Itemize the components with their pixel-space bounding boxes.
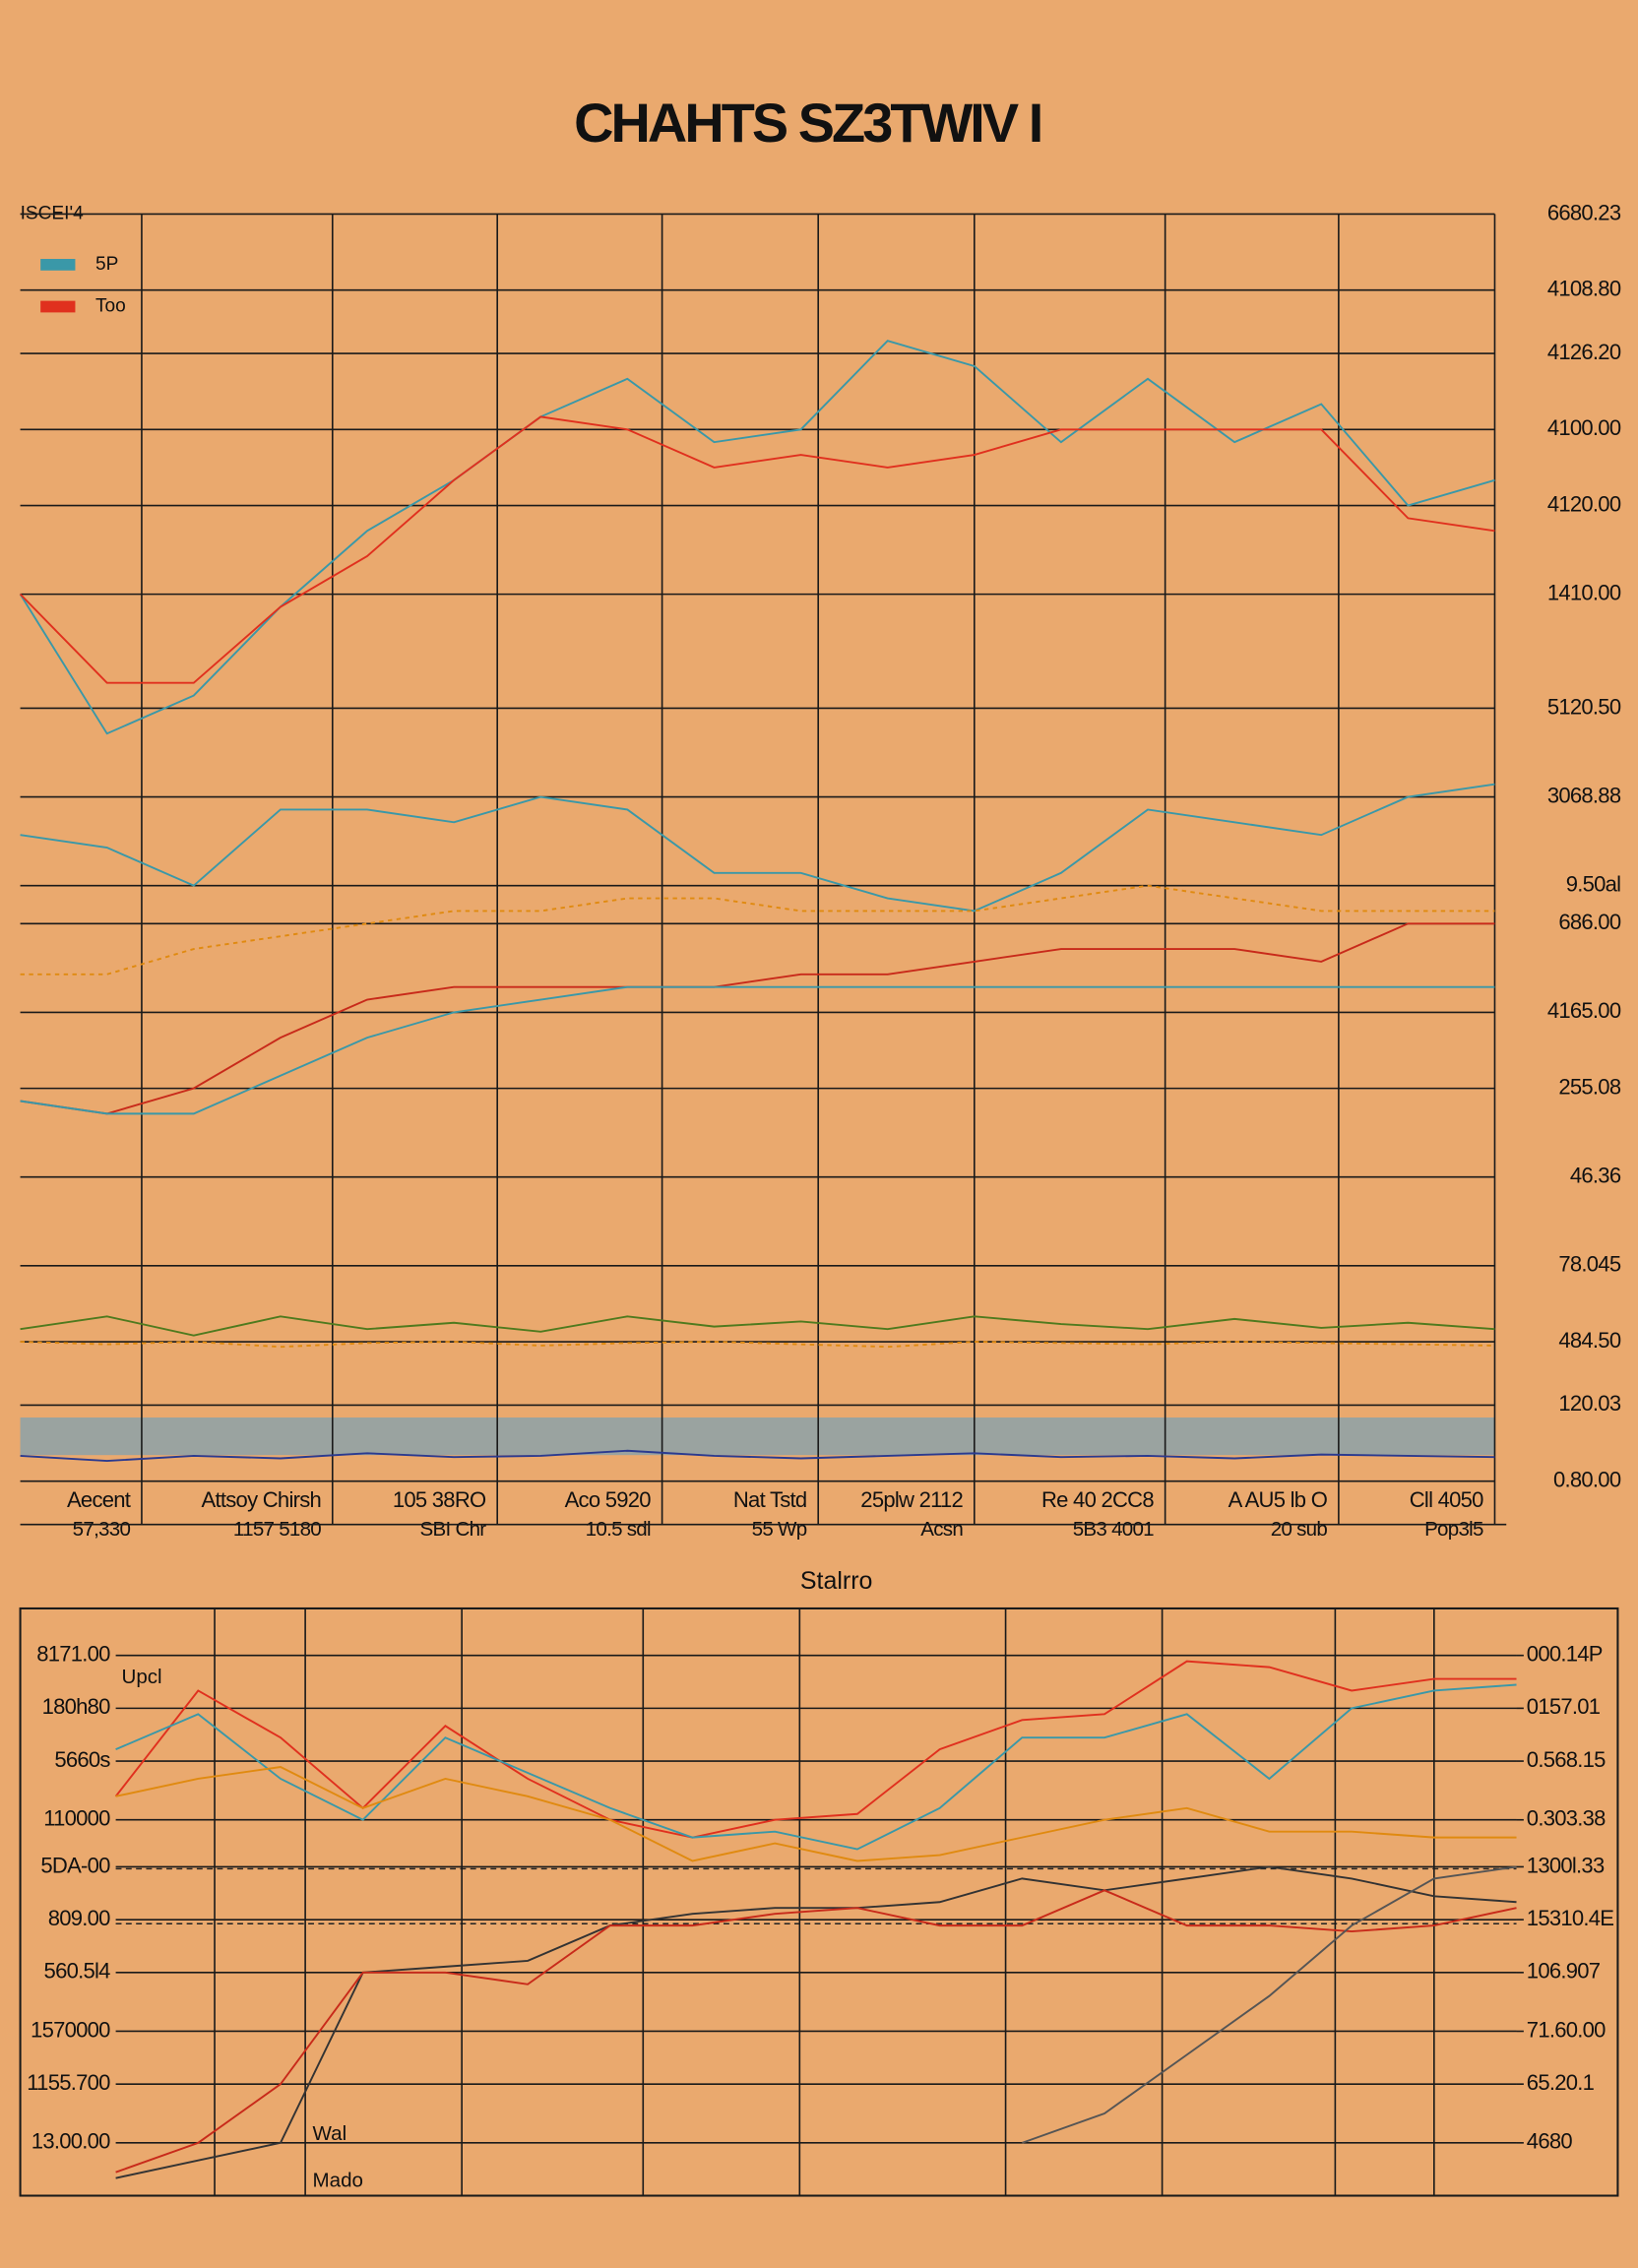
y2-tick-label: 106.907	[1527, 1959, 1601, 1984]
y-tick-label: 5DA-00	[40, 1853, 110, 1877]
y-tick-label: 110000	[43, 1806, 110, 1831]
y2-tick-label: 0.303.38	[1527, 1806, 1606, 1831]
x-tick-sublabel: Pop3l5	[1424, 1518, 1483, 1541]
x-tick-sublabel: SBI Chr	[420, 1518, 487, 1541]
y-tick-label: 8171.00	[36, 1642, 110, 1667]
y-tick-label: 6680.23	[1547, 200, 1621, 224]
y2-tick-label: 0.568.15	[1527, 1747, 1606, 1772]
y2-tick-label: 65.20.1	[1527, 2070, 1595, 2095]
x-tick-sublabel: Acsn	[920, 1518, 963, 1541]
x-tick-label: Attsoy Chirsh	[202, 1487, 321, 1512]
y-tick-label: 120.03	[1558, 1391, 1620, 1416]
legend-label: Too	[95, 296, 126, 317]
chart-title: Stalrro	[800, 1567, 873, 1595]
series-line	[20, 1315, 1495, 1337]
series-line	[1021, 1865, 1517, 2144]
y-tick-label: 1155.700	[27, 2070, 110, 2095]
panel-frame	[19, 1606, 1619, 2197]
x-tick-sublabel: 20 sub	[1271, 1518, 1328, 1541]
x-tick-sublabel: 55 Wp	[752, 1518, 807, 1541]
x-tick-label: A AU5 lb O	[1228, 1487, 1328, 1512]
x-tick-sublabel: 5B3 4001	[1073, 1518, 1154, 1541]
annotation: Mado	[313, 2169, 363, 2191]
y-tick-label: 560.5l4	[44, 1959, 111, 1984]
y-tick-label: 1410.00	[1547, 580, 1621, 604]
x-tick-label: Nat Tstd	[733, 1487, 807, 1512]
legend-swatch	[40, 259, 76, 271]
y2-tick-label: 1300l.33	[1527, 1853, 1605, 1877]
y-tick-label: 809.00	[48, 1906, 110, 1930]
y-tick-label: 0.80.00	[1553, 1467, 1621, 1491]
series-line	[20, 985, 1495, 1115]
annotation: Upcl	[121, 1666, 161, 1688]
x-tick-label: 25plw 2112	[860, 1487, 963, 1512]
y2-tick-label: 0157.01	[1527, 1694, 1601, 1719]
y-tick-label: 686.00	[1558, 910, 1620, 934]
series-line	[19, 415, 1495, 684]
x-tick-label: 105 38RO	[393, 1487, 486, 1512]
y2-tick-label: 4680	[1527, 2129, 1573, 2154]
x-tick-label: Re 40 2CC8	[1041, 1487, 1154, 1512]
y-tick-label: 5120.50	[1547, 694, 1621, 719]
chart-title: CHAHTS SZ3TWIV I	[574, 92, 1040, 154]
x-tick-sublabel: 1157 5180	[233, 1518, 321, 1541]
series-line	[114, 1660, 1517, 1839]
series-line	[20, 783, 1495, 913]
y-tick-label: 4165.00	[1547, 998, 1621, 1023]
y-tick-label: 13.00.00	[32, 2129, 110, 2154]
y2-tick-label: 71.60.00	[1527, 2017, 1606, 2042]
x-tick-label: Cll 4050	[1410, 1487, 1483, 1512]
x-tick-sublabel: 10.5 sdl	[586, 1518, 651, 1541]
y-tick-label: 3068.88	[1547, 783, 1621, 807]
y-tick-label: 255.08	[1558, 1074, 1620, 1099]
legend-swatch	[40, 300, 76, 313]
y-tick-label: 180h80	[42, 1694, 111, 1719]
y-tick-label: 78.045	[1558, 1252, 1620, 1277]
series-line	[19, 340, 1495, 735]
series-line	[20, 1449, 1495, 1463]
series-line	[115, 1683, 1517, 1851]
y-tick-label: 5660s	[54, 1747, 110, 1772]
x-tick-label: Aecent	[67, 1487, 131, 1512]
series-line	[20, 1341, 1495, 1349]
y-tick-label: 9.50al	[1566, 872, 1621, 897]
series-line	[115, 1766, 1517, 1862]
y2-tick-label: 000.14P	[1527, 1642, 1603, 1667]
y2-tick-label: 15310.4E	[1527, 1906, 1614, 1930]
series-line	[20, 922, 1495, 1115]
series-line	[115, 1889, 1517, 2174]
x-tick-label: Aco 5920	[565, 1487, 652, 1512]
y-tick-label: 4126.20	[1547, 340, 1621, 364]
y-tick-label: 484.50	[1558, 1328, 1620, 1353]
legend-label: 5P	[95, 254, 118, 275]
y-tick-label: 4100.00	[1547, 415, 1621, 440]
y-tick-label: 1570000	[31, 2017, 110, 2042]
series-line	[115, 1865, 1517, 2179]
x-tick-sublabel: 57,330	[73, 1518, 131, 1541]
y-tick-label: 4108.80	[1547, 277, 1621, 301]
y-tick-label: 4120.00	[1547, 491, 1621, 516]
annotation: Wal	[313, 2122, 347, 2145]
y-tick-label: 46.36	[1570, 1164, 1621, 1188]
band	[20, 1418, 1495, 1456]
